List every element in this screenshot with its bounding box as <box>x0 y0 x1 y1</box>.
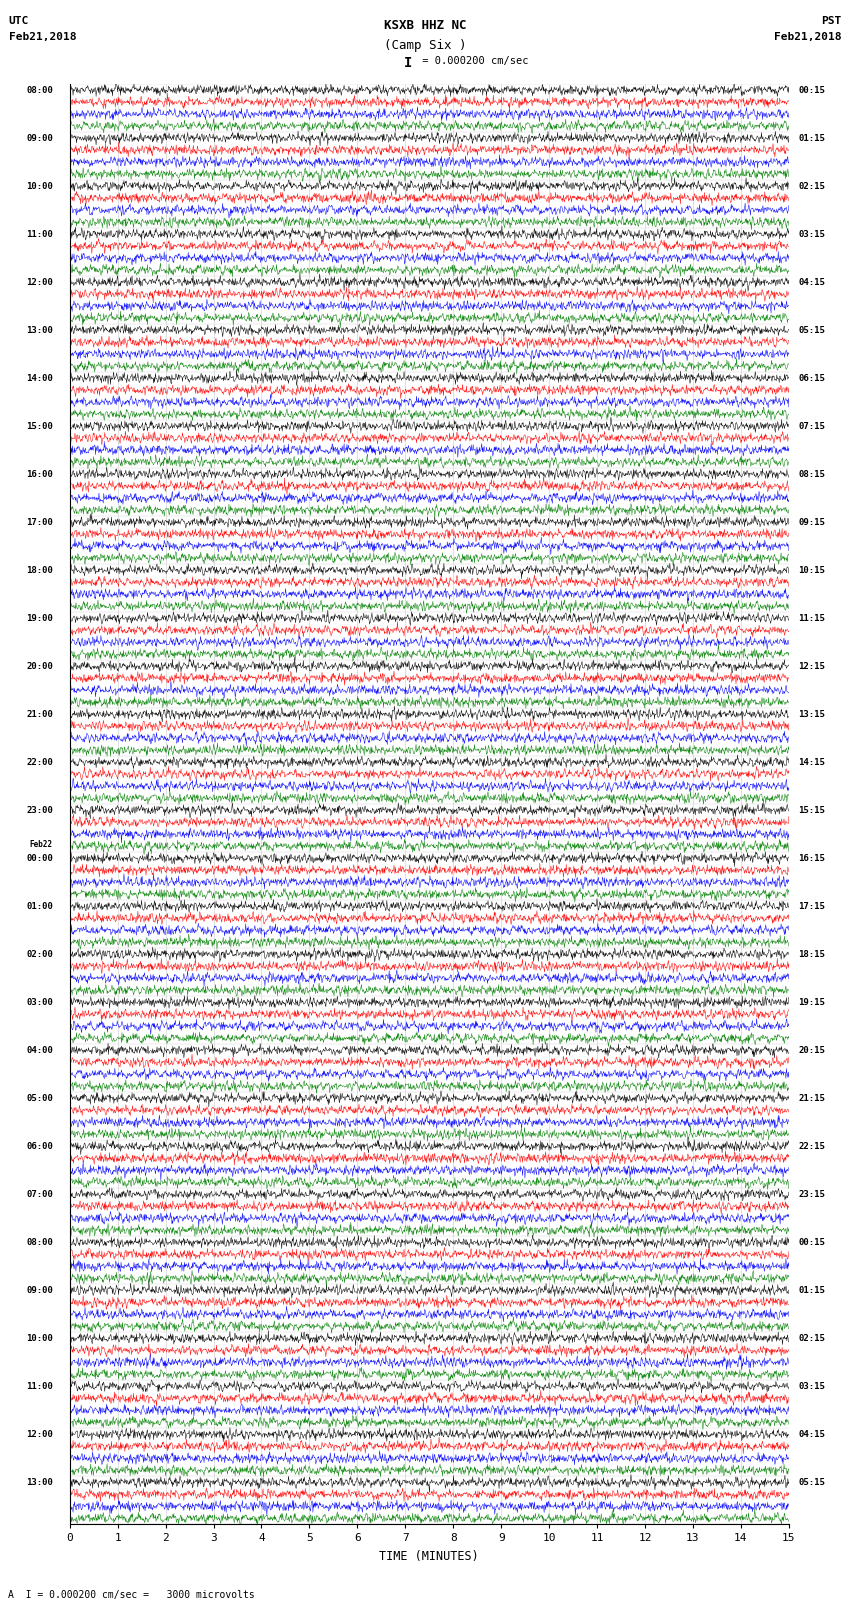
Text: 13:15: 13:15 <box>798 710 825 719</box>
Text: 16:00: 16:00 <box>26 469 53 479</box>
Text: A  I = 0.000200 cm/sec =   3000 microvolts: A I = 0.000200 cm/sec = 3000 microvolts <box>8 1590 255 1600</box>
Text: 07:15: 07:15 <box>798 421 825 431</box>
Text: 02:00: 02:00 <box>26 950 53 958</box>
Text: 09:15: 09:15 <box>798 518 825 527</box>
Text: 00:15: 00:15 <box>798 85 825 95</box>
Text: 10:15: 10:15 <box>798 566 825 574</box>
Text: 00:15: 00:15 <box>798 1239 825 1247</box>
Text: 02:15: 02:15 <box>798 1334 825 1344</box>
Text: 17:00: 17:00 <box>26 518 53 527</box>
Text: KSXB HHZ NC: KSXB HHZ NC <box>383 19 467 32</box>
Text: 05:00: 05:00 <box>26 1094 53 1103</box>
Text: 04:15: 04:15 <box>798 1431 825 1439</box>
Text: 20:00: 20:00 <box>26 661 53 671</box>
Text: 12:15: 12:15 <box>798 661 825 671</box>
Text: 21:15: 21:15 <box>798 1094 825 1103</box>
Text: 10:00: 10:00 <box>26 1334 53 1344</box>
Text: 06:15: 06:15 <box>798 374 825 382</box>
Text: Feb21,2018: Feb21,2018 <box>8 32 76 42</box>
Text: 23:15: 23:15 <box>798 1190 825 1198</box>
Text: 13:00: 13:00 <box>26 1478 53 1487</box>
Text: 17:15: 17:15 <box>798 902 825 911</box>
Text: 18:00: 18:00 <box>26 566 53 574</box>
Text: 16:15: 16:15 <box>798 853 825 863</box>
Text: 14:15: 14:15 <box>798 758 825 766</box>
Text: 11:00: 11:00 <box>26 229 53 239</box>
Text: 05:15: 05:15 <box>798 1478 825 1487</box>
X-axis label: TIME (MINUTES): TIME (MINUTES) <box>379 1550 479 1563</box>
Text: = 0.000200 cm/sec: = 0.000200 cm/sec <box>416 56 529 66</box>
Text: 11:00: 11:00 <box>26 1382 53 1390</box>
Text: 12:00: 12:00 <box>26 277 53 287</box>
Text: 10:00: 10:00 <box>26 182 53 190</box>
Text: 22:00: 22:00 <box>26 758 53 766</box>
Text: 08:00: 08:00 <box>26 85 53 95</box>
Text: 13:00: 13:00 <box>26 326 53 336</box>
Text: 05:15: 05:15 <box>798 326 825 336</box>
Text: 01:15: 01:15 <box>798 1286 825 1295</box>
Text: 09:00: 09:00 <box>26 1286 53 1295</box>
Text: 15:15: 15:15 <box>798 806 825 815</box>
Text: 19:00: 19:00 <box>26 615 53 623</box>
Text: 18:15: 18:15 <box>798 950 825 958</box>
Text: Feb21,2018: Feb21,2018 <box>774 32 842 42</box>
Text: 01:00: 01:00 <box>26 902 53 911</box>
Text: 20:15: 20:15 <box>798 1045 825 1055</box>
Text: 19:15: 19:15 <box>798 998 825 1007</box>
Text: 12:00: 12:00 <box>26 1431 53 1439</box>
Text: Feb22: Feb22 <box>30 840 53 850</box>
Text: 08:15: 08:15 <box>798 469 825 479</box>
Text: 04:15: 04:15 <box>798 277 825 287</box>
Text: 00:00: 00:00 <box>26 853 53 863</box>
Text: 03:15: 03:15 <box>798 1382 825 1390</box>
Text: (Camp Six ): (Camp Six ) <box>383 39 467 52</box>
Text: 07:00: 07:00 <box>26 1190 53 1198</box>
Text: PST: PST <box>821 16 842 26</box>
Text: 06:00: 06:00 <box>26 1142 53 1152</box>
Text: 04:00: 04:00 <box>26 1045 53 1055</box>
Text: 08:00: 08:00 <box>26 1239 53 1247</box>
Text: 22:15: 22:15 <box>798 1142 825 1152</box>
Text: 03:15: 03:15 <box>798 229 825 239</box>
Text: 02:15: 02:15 <box>798 182 825 190</box>
Text: 21:00: 21:00 <box>26 710 53 719</box>
Text: 01:15: 01:15 <box>798 134 825 142</box>
Text: 15:00: 15:00 <box>26 421 53 431</box>
Text: I: I <box>404 56 412 71</box>
Text: UTC: UTC <box>8 16 29 26</box>
Text: 09:00: 09:00 <box>26 134 53 142</box>
Text: 03:00: 03:00 <box>26 998 53 1007</box>
Text: 14:00: 14:00 <box>26 374 53 382</box>
Text: 11:15: 11:15 <box>798 615 825 623</box>
Text: 23:00: 23:00 <box>26 806 53 815</box>
